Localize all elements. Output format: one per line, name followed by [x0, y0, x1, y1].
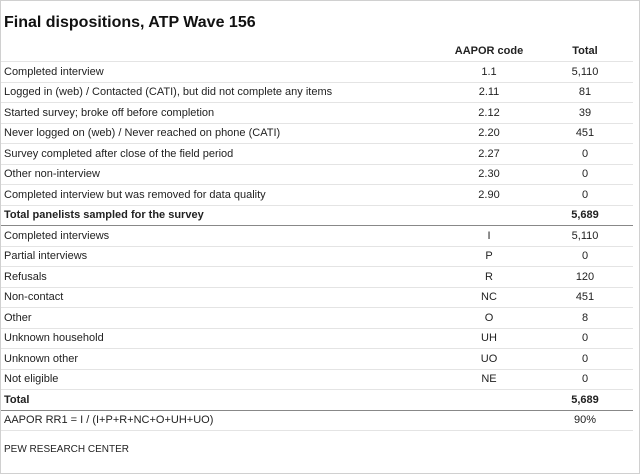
row-label: Total panelists sampled for the survey [1, 204, 441, 226]
row-label: Non-contact [1, 287, 441, 308]
total-value: 0 [537, 369, 633, 390]
row: Refusals R 120 [1, 266, 633, 288]
row: Unknown household UH 0 [1, 328, 633, 349]
row-label: Total [1, 389, 441, 411]
row-label: Never logged on (web) / Never reached on… [1, 123, 441, 144]
aapor-code: R [441, 266, 537, 288]
aapor-code [441, 389, 537, 411]
header-total: Total [537, 41, 633, 62]
total-value: 451 [537, 123, 633, 144]
aapor-code: I [441, 225, 537, 247]
row-label: Logged in (web) / Contacted (CATI), but … [1, 82, 441, 103]
total-value: 5,689 [537, 204, 633, 226]
total-value: 5,110 [537, 225, 633, 247]
source: PEW RESEARCH CENTER [4, 444, 130, 455]
row-label: Unknown other [1, 348, 441, 370]
total-value: 451 [537, 287, 633, 308]
row-label: Completed interview [1, 61, 441, 83]
total-value: 0 [537, 143, 633, 165]
row-label: Other non-interview [1, 164, 441, 185]
row-label: Completed interviews [1, 225, 441, 247]
total-value: 8 [537, 307, 633, 329]
total-value: 39 [537, 102, 633, 124]
row: Completed interview but was removed for … [1, 184, 633, 206]
dispositions-table: AAPOR code Total Completed interview 1.1 5… [1, 41, 633, 431]
row-label: Survey completed after close of the fiel… [1, 143, 441, 165]
row: Partial interviews P 0 [1, 246, 633, 267]
row-label: Unknown household [1, 328, 441, 349]
header-code: AAPOR code [441, 41, 537, 62]
total-value: 0 [537, 164, 633, 185]
aapor-code: O [441, 307, 537, 329]
row: Other O 8 [1, 307, 633, 329]
aapor-code [441, 204, 537, 226]
aapor-code: UH [441, 328, 537, 349]
total-value: 0 [537, 348, 633, 370]
row-label: Other [1, 307, 441, 329]
total-value: 120 [537, 266, 633, 288]
row-label: Partial interviews [1, 246, 441, 267]
aapor-code: 2.20 [441, 123, 537, 144]
title: Final dispositions, ATP Wave 156 [4, 14, 256, 31]
row: Completed interviews I 5,110 [1, 225, 633, 247]
aapor-code: 1.1 [441, 61, 537, 83]
row: Non-contact NC 451 [1, 287, 633, 308]
total-value: 5,110 [537, 61, 633, 83]
row: Unknown other UO 0 [1, 348, 633, 370]
row-label: AAPOR RR1 = I / (I+P+R+NC+O+UH+UO) [1, 410, 441, 431]
row: Logged in (web) / Contacted (CATI), but … [1, 82, 633, 103]
total-row: Total 5,689 [1, 389, 633, 411]
aapor-code: NE [441, 369, 537, 390]
aapor-code: P [441, 246, 537, 267]
total-value: 0 [537, 328, 633, 349]
header-label [1, 41, 441, 62]
aapor-code: NC [441, 287, 537, 308]
row: Not eligible NE 0 [1, 369, 633, 390]
row: Completed interview 1.1 5,110 [1, 61, 633, 83]
row: Survey completed after close of the fiel… [1, 143, 633, 165]
total-row: Total panelists sampled for the survey 5,… [1, 204, 633, 226]
total-value: 0 [537, 184, 633, 206]
total-value: 0 [537, 246, 633, 267]
row: Started survey; broke off before complet… [1, 102, 633, 124]
header-row: AAPOR code Total [1, 41, 633, 62]
aapor-code: 2.11 [441, 82, 537, 103]
aapor-code: UO [441, 348, 537, 370]
aapor-code: 2.90 [441, 184, 537, 206]
aapor-code: 2.30 [441, 164, 537, 185]
row-label: Started survey; broke off before complet… [1, 102, 441, 124]
row: Other non-interview 2.30 0 [1, 164, 633, 185]
row: AAPOR RR1 = I / (I+P+R+NC+O+UH+UO) 90% [1, 410, 633, 431]
aapor-code: 2.12 [441, 102, 537, 124]
row-label: Completed interview but was removed for … [1, 184, 441, 206]
aapor-code: 2.27 [441, 143, 537, 165]
row-label: Not eligible [1, 369, 441, 390]
row: Never logged on (web) / Never reached on… [1, 123, 633, 144]
total-value: 5,689 [537, 389, 633, 411]
aapor-code [441, 410, 537, 431]
row-label: Refusals [1, 266, 441, 288]
total-value: 81 [537, 82, 633, 103]
total-value: 90% [537, 410, 633, 431]
